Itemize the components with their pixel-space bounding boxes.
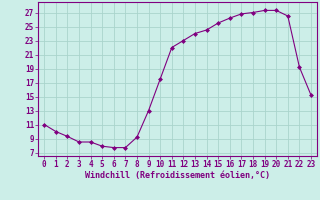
- X-axis label: Windchill (Refroidissement éolien,°C): Windchill (Refroidissement éolien,°C): [85, 171, 270, 180]
